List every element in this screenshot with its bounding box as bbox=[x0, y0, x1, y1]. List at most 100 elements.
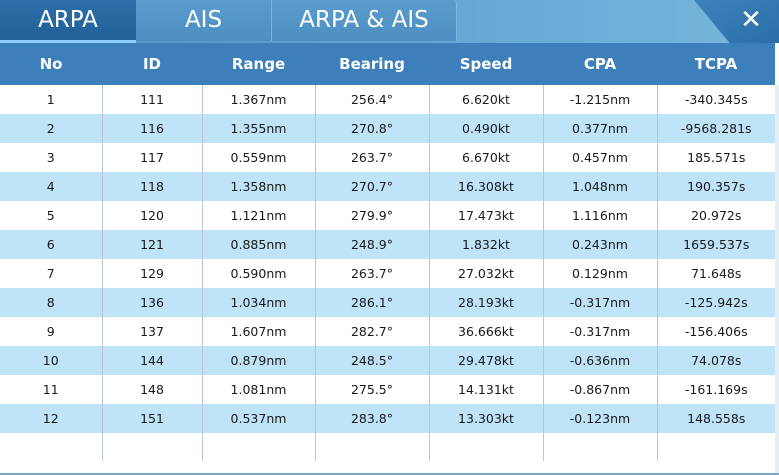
cell-id: 151 bbox=[101, 404, 202, 433]
cell-id: 129 bbox=[101, 259, 202, 288]
cell-range: 1.121nm bbox=[201, 201, 315, 230]
cell-bearing: 270.8° bbox=[314, 114, 429, 143]
column-header-range[interactable]: Range bbox=[202, 43, 315, 85]
cell-bearing: 256.4° bbox=[314, 85, 429, 114]
cell-speed: 14.131kt bbox=[428, 375, 543, 404]
table-row[interactable]: 8 136 1.034nm 286.1° 28.193kt -0.317nm -… bbox=[0, 288, 775, 317]
cell-no: 7 bbox=[0, 259, 102, 288]
cell-no: 8 bbox=[0, 288, 102, 317]
cell-no: 6 bbox=[0, 230, 102, 259]
cell-cpa: 0.377nm bbox=[542, 114, 657, 143]
cell-cpa: 1.048nm bbox=[542, 172, 657, 201]
cell-bearing: 248.9° bbox=[314, 230, 429, 259]
cell-id: 117 bbox=[101, 143, 202, 172]
cell-range: 0.537nm bbox=[201, 404, 315, 433]
cell-speed: 1.832kt bbox=[428, 230, 543, 259]
cell-no: 2 bbox=[0, 114, 102, 143]
cell-speed: 16.308kt bbox=[428, 172, 543, 201]
cell-range: 1.081nm bbox=[201, 375, 315, 404]
cell-tcpa: 71.648s bbox=[656, 259, 775, 288]
cell-id: 121 bbox=[101, 230, 202, 259]
tab-arpa-and-ais[interactable]: ARPA & AIS bbox=[272, 0, 457, 41]
table-row[interactable]: 7 129 0.590nm 263.7° 27.032kt 0.129nm 71… bbox=[0, 259, 775, 288]
column-header-id[interactable]: ID bbox=[102, 43, 202, 85]
tab-ais[interactable]: AIS bbox=[136, 0, 272, 41]
cell-range: 0.879nm bbox=[201, 346, 315, 375]
cell-speed: 36.666kt bbox=[428, 317, 543, 346]
table-row[interactable]: 12 151 0.537nm 283.8° 13.303kt -0.123nm … bbox=[0, 404, 775, 433]
cell-range: 1.355nm bbox=[201, 114, 315, 143]
scrollbar-track[interactable] bbox=[775, 85, 779, 475]
cell-no: 12 bbox=[0, 404, 102, 433]
table-row[interactable]: 4 118 1.358nm 270.7° 16.308kt 1.048nm 19… bbox=[0, 172, 775, 201]
cell-id: 144 bbox=[101, 346, 202, 375]
cell-tcpa: 185.571s bbox=[656, 143, 775, 172]
cell-tcpa: -125.942s bbox=[656, 288, 775, 317]
cell-id: 118 bbox=[101, 172, 202, 201]
cell-id: 137 bbox=[101, 317, 202, 346]
cell-speed: 17.473kt bbox=[428, 201, 543, 230]
cell-bearing: 283.8° bbox=[314, 404, 429, 433]
column-header-speed[interactable]: Speed bbox=[429, 43, 543, 85]
cell-bearing: 270.7° bbox=[314, 172, 429, 201]
cell-range: 1.034nm bbox=[201, 288, 315, 317]
cell-range: 0.885nm bbox=[201, 230, 315, 259]
cell-bearing: 275.5° bbox=[314, 375, 429, 404]
cell-cpa: 0.243nm bbox=[542, 230, 657, 259]
table-row[interactable]: 6 121 0.885nm 248.9° 1.832kt 0.243nm 165… bbox=[0, 230, 775, 259]
cell-speed: 13.303kt bbox=[428, 404, 543, 433]
table-row[interactable]: 11 148 1.081nm 275.5° 14.131kt -0.867nm … bbox=[0, 375, 775, 404]
cell-cpa: -0.317nm bbox=[542, 317, 657, 346]
cell-tcpa: 190.357s bbox=[656, 172, 775, 201]
cell-bearing: 282.7° bbox=[314, 317, 429, 346]
cell-no: 11 bbox=[0, 375, 102, 404]
cell-speed: 29.478kt bbox=[428, 346, 543, 375]
table-row[interactable]: 5 120 1.121nm 279.9° 17.473kt 1.116nm 20… bbox=[0, 201, 775, 230]
cell-speed: 28.193kt bbox=[428, 288, 543, 317]
cell-cpa: 0.457nm bbox=[542, 143, 657, 172]
column-header-bearing[interactable]: Bearing bbox=[315, 43, 429, 85]
cell-cpa: -0.123nm bbox=[542, 404, 657, 433]
table-row[interactable]: 9 137 1.607nm 282.7° 36.666kt -0.317nm -… bbox=[0, 317, 775, 346]
table-row[interactable]: 1 111 1.367nm 256.4° 6.620kt -1.215nm -3… bbox=[0, 85, 775, 114]
cell-tcpa: -161.169s bbox=[656, 375, 775, 404]
cell-cpa: -1.215nm bbox=[542, 85, 657, 114]
cell-tcpa: 1659.537s bbox=[656, 230, 775, 259]
cell-range: 1.367nm bbox=[201, 85, 315, 114]
cell-cpa: 0.129nm bbox=[542, 259, 657, 288]
cell-tcpa: -156.406s bbox=[656, 317, 775, 346]
cell-tcpa: 148.558s bbox=[656, 404, 775, 433]
cell-id: 120 bbox=[101, 201, 202, 230]
cell-id: 116 bbox=[101, 114, 202, 143]
table-row[interactable]: 3 117 0.559nm 263.7° 6.670kt 0.457nm 185… bbox=[0, 143, 775, 172]
table-row[interactable]: 10 144 0.879nm 248.5° 29.478kt -0.636nm … bbox=[0, 346, 775, 375]
cell-range: 1.358nm bbox=[201, 172, 315, 201]
cell-bearing: 248.5° bbox=[314, 346, 429, 375]
tab-bar: ARPA AIS ARPA & AIS ✕ bbox=[0, 0, 779, 43]
column-header-cpa[interactable]: CPA bbox=[543, 43, 657, 85]
table-row[interactable]: 2 116 1.355nm 270.8° 0.490kt 0.377nm -95… bbox=[0, 114, 775, 143]
close-icon[interactable]: ✕ bbox=[740, 5, 762, 35]
cell-no: 1 bbox=[0, 85, 102, 114]
column-header-tcpa[interactable]: TCPA bbox=[657, 43, 775, 85]
cell-id: 111 bbox=[101, 85, 202, 114]
cell-tcpa: 74.078s bbox=[656, 346, 775, 375]
table-body: 1 111 1.367nm 256.4° 6.620kt -1.215nm -3… bbox=[0, 85, 775, 461]
cell-tcpa: -9568.281s bbox=[656, 114, 775, 143]
cell-bearing: 263.7° bbox=[314, 259, 429, 288]
cell-speed: 6.620kt bbox=[428, 85, 543, 114]
cell-no: 9 bbox=[0, 317, 102, 346]
cell-no: 3 bbox=[0, 143, 102, 172]
tab-arpa[interactable]: ARPA bbox=[0, 0, 136, 43]
bottom-edge bbox=[0, 473, 779, 475]
cell-cpa: 1.116nm bbox=[542, 201, 657, 230]
cell-no: 10 bbox=[0, 346, 102, 375]
target-table: No ID Range Bearing Speed CPA TCPA 1 111… bbox=[0, 43, 775, 461]
cell-tcpa: 20.972s bbox=[656, 201, 775, 230]
cell-range: 0.559nm bbox=[201, 143, 315, 172]
table-header-row: No ID Range Bearing Speed CPA TCPA bbox=[0, 43, 775, 85]
column-header-no[interactable]: No bbox=[0, 43, 102, 85]
empty-row bbox=[0, 433, 775, 461]
cell-speed: 6.670kt bbox=[428, 143, 543, 172]
